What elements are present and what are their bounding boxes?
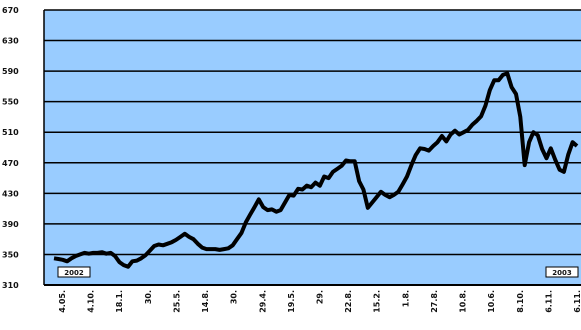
y-tick-label: 310 bbox=[2, 281, 19, 290]
x-tick-label: 30. bbox=[230, 290, 239, 304]
x-tick-label: 4.10. bbox=[87, 290, 96, 313]
year-tag-box bbox=[57, 266, 91, 278]
x-tick-label: 6.11. bbox=[573, 290, 581, 313]
y-tick-label: 390 bbox=[2, 220, 19, 229]
x-tick-label: 4.05. bbox=[58, 290, 67, 313]
year-tag-label: 2002 bbox=[64, 269, 84, 277]
plot-area bbox=[44, 10, 581, 285]
x-axis-ticks: 4.05. 4.10. 18.1. 30. 25.5. 14.8. 30. 29.4. 19.5… bbox=[58, 290, 581, 313]
year-tags: 2002 2003 bbox=[57, 266, 579, 278]
x-tick-label: 14.8. bbox=[201, 290, 210, 313]
y-tick-label: 630 bbox=[2, 37, 19, 46]
x-tick-label: 6.11. bbox=[544, 290, 553, 313]
x-tick-label: 19.5. bbox=[287, 290, 296, 313]
year-tag-box bbox=[545, 266, 579, 278]
y-tick-label: 550 bbox=[2, 98, 19, 107]
x-tick-label: 1.8. bbox=[401, 290, 410, 307]
y-tick-label: 350 bbox=[2, 250, 19, 259]
x-tick-label: 18.1. bbox=[115, 290, 124, 313]
y-tick-label: 510 bbox=[2, 128, 19, 137]
x-tick-label: 30. bbox=[144, 290, 153, 304]
x-tick-label: 25.5. bbox=[172, 290, 181, 313]
x-tick-label: 10.8. bbox=[459, 290, 468, 313]
x-tick-label: 10.6. bbox=[487, 290, 496, 313]
gridlines bbox=[43, 9, 581, 286]
x-tick-label: 29.4. bbox=[258, 290, 267, 313]
y-tick-label: 590 bbox=[2, 67, 19, 76]
y-axis-ticks: 310 350 390 430 470 510 550 590 630 670 bbox=[2, 6, 19, 290]
x-tick-label: 8.10. bbox=[516, 290, 525, 313]
series-line bbox=[53, 71, 579, 269]
year-tag-label: 2003 bbox=[552, 269, 572, 277]
x-tick-label: 22.8. bbox=[344, 290, 353, 313]
y-tick-label: 430 bbox=[2, 189, 19, 198]
y-tick-label: 470 bbox=[2, 159, 19, 168]
x-tick-label: 29. bbox=[316, 290, 325, 304]
x-tick-label: 27.8. bbox=[430, 290, 439, 313]
y-tick-label: 670 bbox=[2, 6, 19, 15]
x-tick-label: 15.2. bbox=[373, 290, 382, 313]
